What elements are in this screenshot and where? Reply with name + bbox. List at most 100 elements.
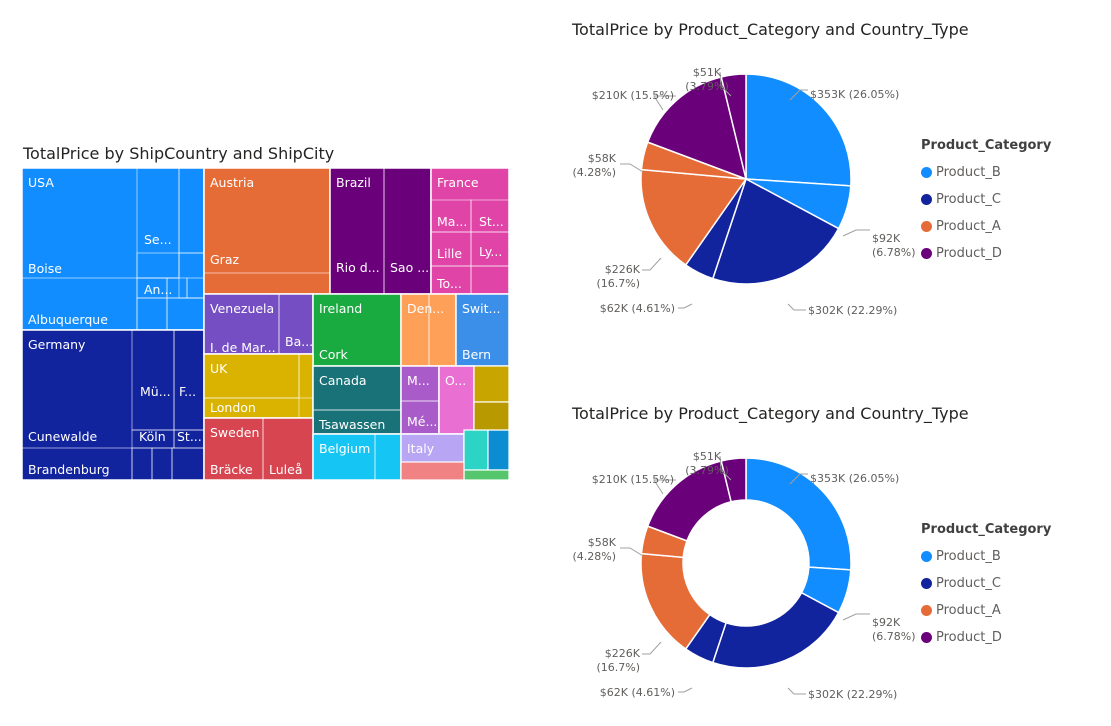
treemap-country-label: Italy [407,441,435,456]
treemap-rect[interactable] [22,329,205,480]
treemap-country-austria[interactable]: Austria Graz [203,168,331,295]
treemap-country-o[interactable]: O... [438,365,509,435]
label-leader-line [719,455,732,481]
slice-product_d[interactable] [646,76,748,181]
treemap-country-label: Brazil [336,175,371,190]
legend-label: Product_B [936,165,1001,180]
treemap-small-cell[interactable] [473,401,509,431]
slice-data-label: $226K (16.7%) [596,647,640,674]
treemap-country-label: O... [445,373,466,388]
treemap-city-label: Brandenburg [28,462,110,477]
treemap-rect[interactable] [312,293,402,367]
treemap-country-label: M... [407,373,430,388]
pie-chart[interactable]: $353K (26.05%) $92K (6.78%) $302K (22.29%) $… [560,58,940,338]
slice-data-label: $51K (3.79%) [685,66,729,93]
treemap-country-ireland[interactable]: Ireland Cork [312,293,402,367]
legend-dot-icon [921,221,932,232]
donut-chart-title: TotalPrice by Product_Category and Count… [572,404,969,423]
treemap-rect[interactable] [22,168,205,331]
legend-item-product_d[interactable]: Product_D [921,240,1051,267]
treemap-country-germany[interactable]: Germany Mü... F... Köln St... Cunewalde Brande… [22,329,205,480]
label-leader-line [719,71,732,97]
treemap-country-label: UK [210,361,228,376]
legend-dot-icon [921,605,932,616]
label-leader-line [678,687,693,693]
treemap-country-label: Ireland [319,301,362,316]
slice-data-label: $62K (4.61%) [600,686,675,699]
legend-label: Product_B [936,549,1001,564]
legend-item-product_c[interactable]: Product_C [921,186,1051,213]
label-leader-line [787,303,806,311]
slice-product_c[interactable] [711,177,840,285]
slice-data-label: $62K (4.61%) [600,302,675,315]
treemap-rect[interactable] [430,168,509,295]
treemap-city-label: Sao ... [390,260,429,275]
treemap-country-label: France [437,175,479,190]
legend-label: Product_C [936,192,1001,207]
label-leader-line [842,613,870,621]
legend-item-product_b[interactable]: Product_B [921,543,1051,570]
treemap-rect[interactable] [312,433,402,480]
treemap-country-sweden[interactable]: Sweden Bräcke Luleå [203,417,314,480]
treemap-city-label: Tsawassen [318,417,385,432]
label-leader-line [789,473,808,485]
treemap-city-label: Ba... [285,334,313,349]
treemap-small-cell[interactable] [400,461,465,480]
treemap-country-label: Austria [210,175,254,190]
treemap-city-label: Luleå [269,462,303,477]
treemap-title: TotalPrice by ShipCountry and ShipCity [23,144,335,163]
treemap-rect[interactable] [455,293,509,367]
treemap-country-belgium[interactable]: Belgium [312,433,402,480]
legend-dot-icon [921,167,932,178]
slice-product_b[interactable] [745,73,852,187]
treemap-small-cell[interactable] [463,469,509,480]
legend-dot-icon [921,551,932,562]
legend-item-product_a[interactable]: Product_A [921,213,1051,240]
treemap-country-label: Germany [28,337,86,352]
treemap-rect[interactable] [203,417,314,480]
legend-item-product_c[interactable]: Product_C [921,570,1051,597]
treemap-city-label: Rio d... [336,260,380,275]
treemap-city-label: Mé... [407,414,437,429]
treemap-small-cell[interactable] [487,429,509,471]
treemap-country-label: USA [28,175,54,190]
treemap-country-label: Venezuela [210,301,274,316]
treemap-country-uk[interactable]: UK London [203,353,314,419]
legend-item-product_b[interactable]: Product_B [921,159,1051,186]
treemap-city-label: Cunewalde [28,429,98,444]
treemap-rect[interactable] [312,365,402,435]
treemap-country-m[interactable]: M... Mé... [400,365,440,435]
legend-item-product_d[interactable]: Product_D [921,624,1051,651]
pie-legend: Product_Category Product_B Product_C Produ… [921,138,1051,267]
slice-product_a[interactable] [640,168,748,267]
treemap-small-cell[interactable] [463,429,489,471]
treemap-country-venezuela[interactable]: Venezuela I. de Mar... Ba... [203,293,314,355]
treemap-country-brazil[interactable]: Brazil Rio d... Sao ... [329,168,432,295]
treemap-country-label: Sweden [210,425,259,440]
pie-chart-title: TotalPrice by Product_Category and Count… [572,20,969,39]
treemap-country-canada[interactable]: Canada Tsawassen [312,365,402,435]
legend-dot-icon [921,632,932,643]
label-leader-line [789,89,808,101]
slice-data-label: $92K (6.78%) [872,232,916,259]
treemap-city-label: Cork [319,347,349,362]
label-leader-line [620,547,644,557]
legend-title: Product_Category [921,138,1052,153]
label-leader-line [642,641,662,655]
slice-product_d[interactable] [720,73,747,180]
slice-data-label: $92K (6.78%) [872,616,916,643]
treemap-country-swit[interactable]: Swit... Bern [455,293,509,367]
treemap-city-label: Graz [210,252,239,267]
treemap-country-france[interactable]: France Ma... St... Lille Ly... To... [430,168,509,295]
treemap-country-usa[interactable]: USA Se... An... Boise Albuquerque [22,168,205,331]
treemap-country-den[interactable]: Den... [400,293,457,367]
legend-label: Product_A [936,603,1001,618]
treemap-city-label: Bräcke [210,462,253,477]
treemap-chart[interactable]: USA Se... An... Boise Albuquerque Germany Mü..… [22,168,509,480]
treemap-small-cell[interactable] [473,365,509,403]
donut-chart[interactable]: $353K (26.05%) $92K (6.78%) $302K (22.29%) $… [560,442,940,722]
legend-item-product_a[interactable]: Product_A [921,597,1051,624]
slice-product_c[interactable] [711,591,840,669]
slice-product_d[interactable] [720,457,747,503]
slice-product_b[interactable] [745,457,852,571]
